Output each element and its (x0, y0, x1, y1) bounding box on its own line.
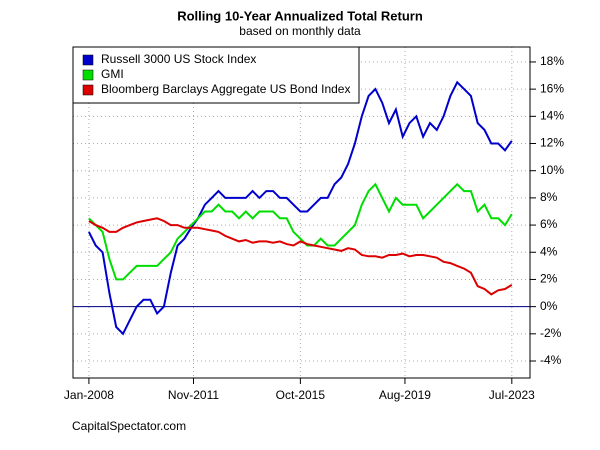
y-tick-label: 0% (540, 299, 558, 313)
legend-swatch (82, 54, 94, 66)
annotation: CapitalSpectator.com (72, 419, 186, 433)
y-tick-label: 2% (540, 272, 558, 286)
y-tick-label: 16% (540, 81, 564, 95)
x-tick-label: Aug-2019 (379, 388, 431, 402)
y-tick-label: 10% (540, 163, 564, 177)
y-tick-label: 12% (540, 136, 564, 150)
legend-box (72, 46, 360, 104)
series-line (88, 80, 513, 336)
y-tick-label: 8% (540, 190, 558, 204)
x-tick-label: Jan-2008 (64, 388, 114, 402)
series-line (88, 182, 513, 281)
legend-label: Bloomberg Barclays Aggregate US Bond Ind… (101, 82, 350, 96)
y-tick-label: 4% (540, 244, 558, 258)
legend-swatch (82, 69, 94, 81)
x-tick-label: Oct-2015 (276, 388, 326, 402)
x-tick-label: Nov-2011 (168, 388, 219, 402)
legend-label: GMI (101, 67, 124, 81)
y-tick-label: -2% (540, 326, 562, 340)
y-tick-label: 18% (540, 54, 564, 68)
x-tick-label: Jul-2023 (489, 388, 535, 402)
chart-subtitle: based on monthly data (239, 24, 361, 38)
chart-title: Rolling 10-Year Annualized Total Return (177, 8, 423, 23)
legend-label: Russell 3000 US Stock Index (101, 52, 256, 66)
series-line (88, 217, 513, 296)
y-tick-label: -4% (540, 353, 562, 367)
y-tick-label: 6% (540, 217, 558, 231)
legend-swatch (82, 84, 94, 96)
y-tick-label: 14% (540, 108, 564, 122)
